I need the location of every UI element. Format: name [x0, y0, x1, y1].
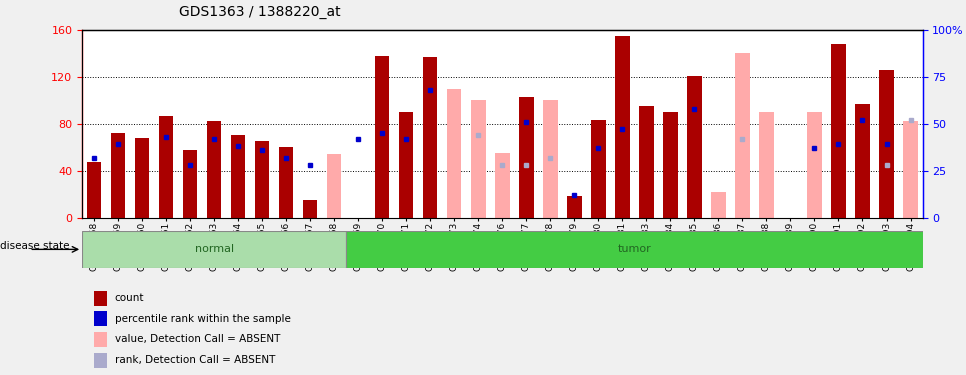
- Text: tumor: tumor: [617, 244, 651, 254]
- Bar: [94, 332, 107, 347]
- Text: disease state: disease state: [0, 241, 70, 250]
- Bar: [903, 122, 918, 218]
- Bar: [94, 352, 107, 368]
- Bar: [855, 104, 869, 218]
- Bar: [591, 120, 606, 218]
- Bar: [94, 311, 107, 326]
- Bar: [327, 154, 341, 218]
- Text: value, Detection Call = ABSENT: value, Detection Call = ABSENT: [115, 334, 280, 344]
- Bar: [471, 100, 486, 218]
- Bar: [111, 133, 126, 218]
- Bar: [759, 112, 774, 218]
- Text: count: count: [115, 293, 144, 303]
- Bar: [399, 112, 413, 218]
- Bar: [94, 291, 107, 306]
- Bar: [711, 192, 725, 217]
- Bar: [423, 57, 438, 217]
- Bar: [687, 76, 701, 217]
- Text: rank, Detection Call = ABSENT: rank, Detection Call = ABSENT: [115, 355, 275, 365]
- Bar: [543, 100, 557, 218]
- Bar: [207, 122, 221, 218]
- Bar: [735, 54, 750, 217]
- Text: percentile rank within the sample: percentile rank within the sample: [115, 314, 291, 324]
- Bar: [615, 36, 630, 218]
- Bar: [496, 153, 509, 218]
- Bar: [664, 112, 677, 218]
- Bar: [303, 200, 318, 217]
- Bar: [346, 231, 923, 268]
- Bar: [519, 97, 533, 218]
- Bar: [567, 196, 582, 217]
- Bar: [279, 147, 294, 218]
- Text: GDS1363 / 1388220_at: GDS1363 / 1388220_at: [179, 5, 340, 19]
- Bar: [639, 106, 654, 218]
- Bar: [808, 112, 822, 218]
- Bar: [447, 88, 462, 218]
- Bar: [832, 44, 845, 218]
- Bar: [879, 70, 894, 217]
- Text: normal: normal: [194, 244, 234, 254]
- Bar: [135, 138, 150, 218]
- Bar: [231, 135, 245, 218]
- Bar: [375, 56, 389, 217]
- Bar: [255, 141, 270, 218]
- Bar: [87, 162, 101, 218]
- Bar: [82, 231, 346, 268]
- Bar: [159, 116, 173, 218]
- Bar: [183, 150, 197, 217]
